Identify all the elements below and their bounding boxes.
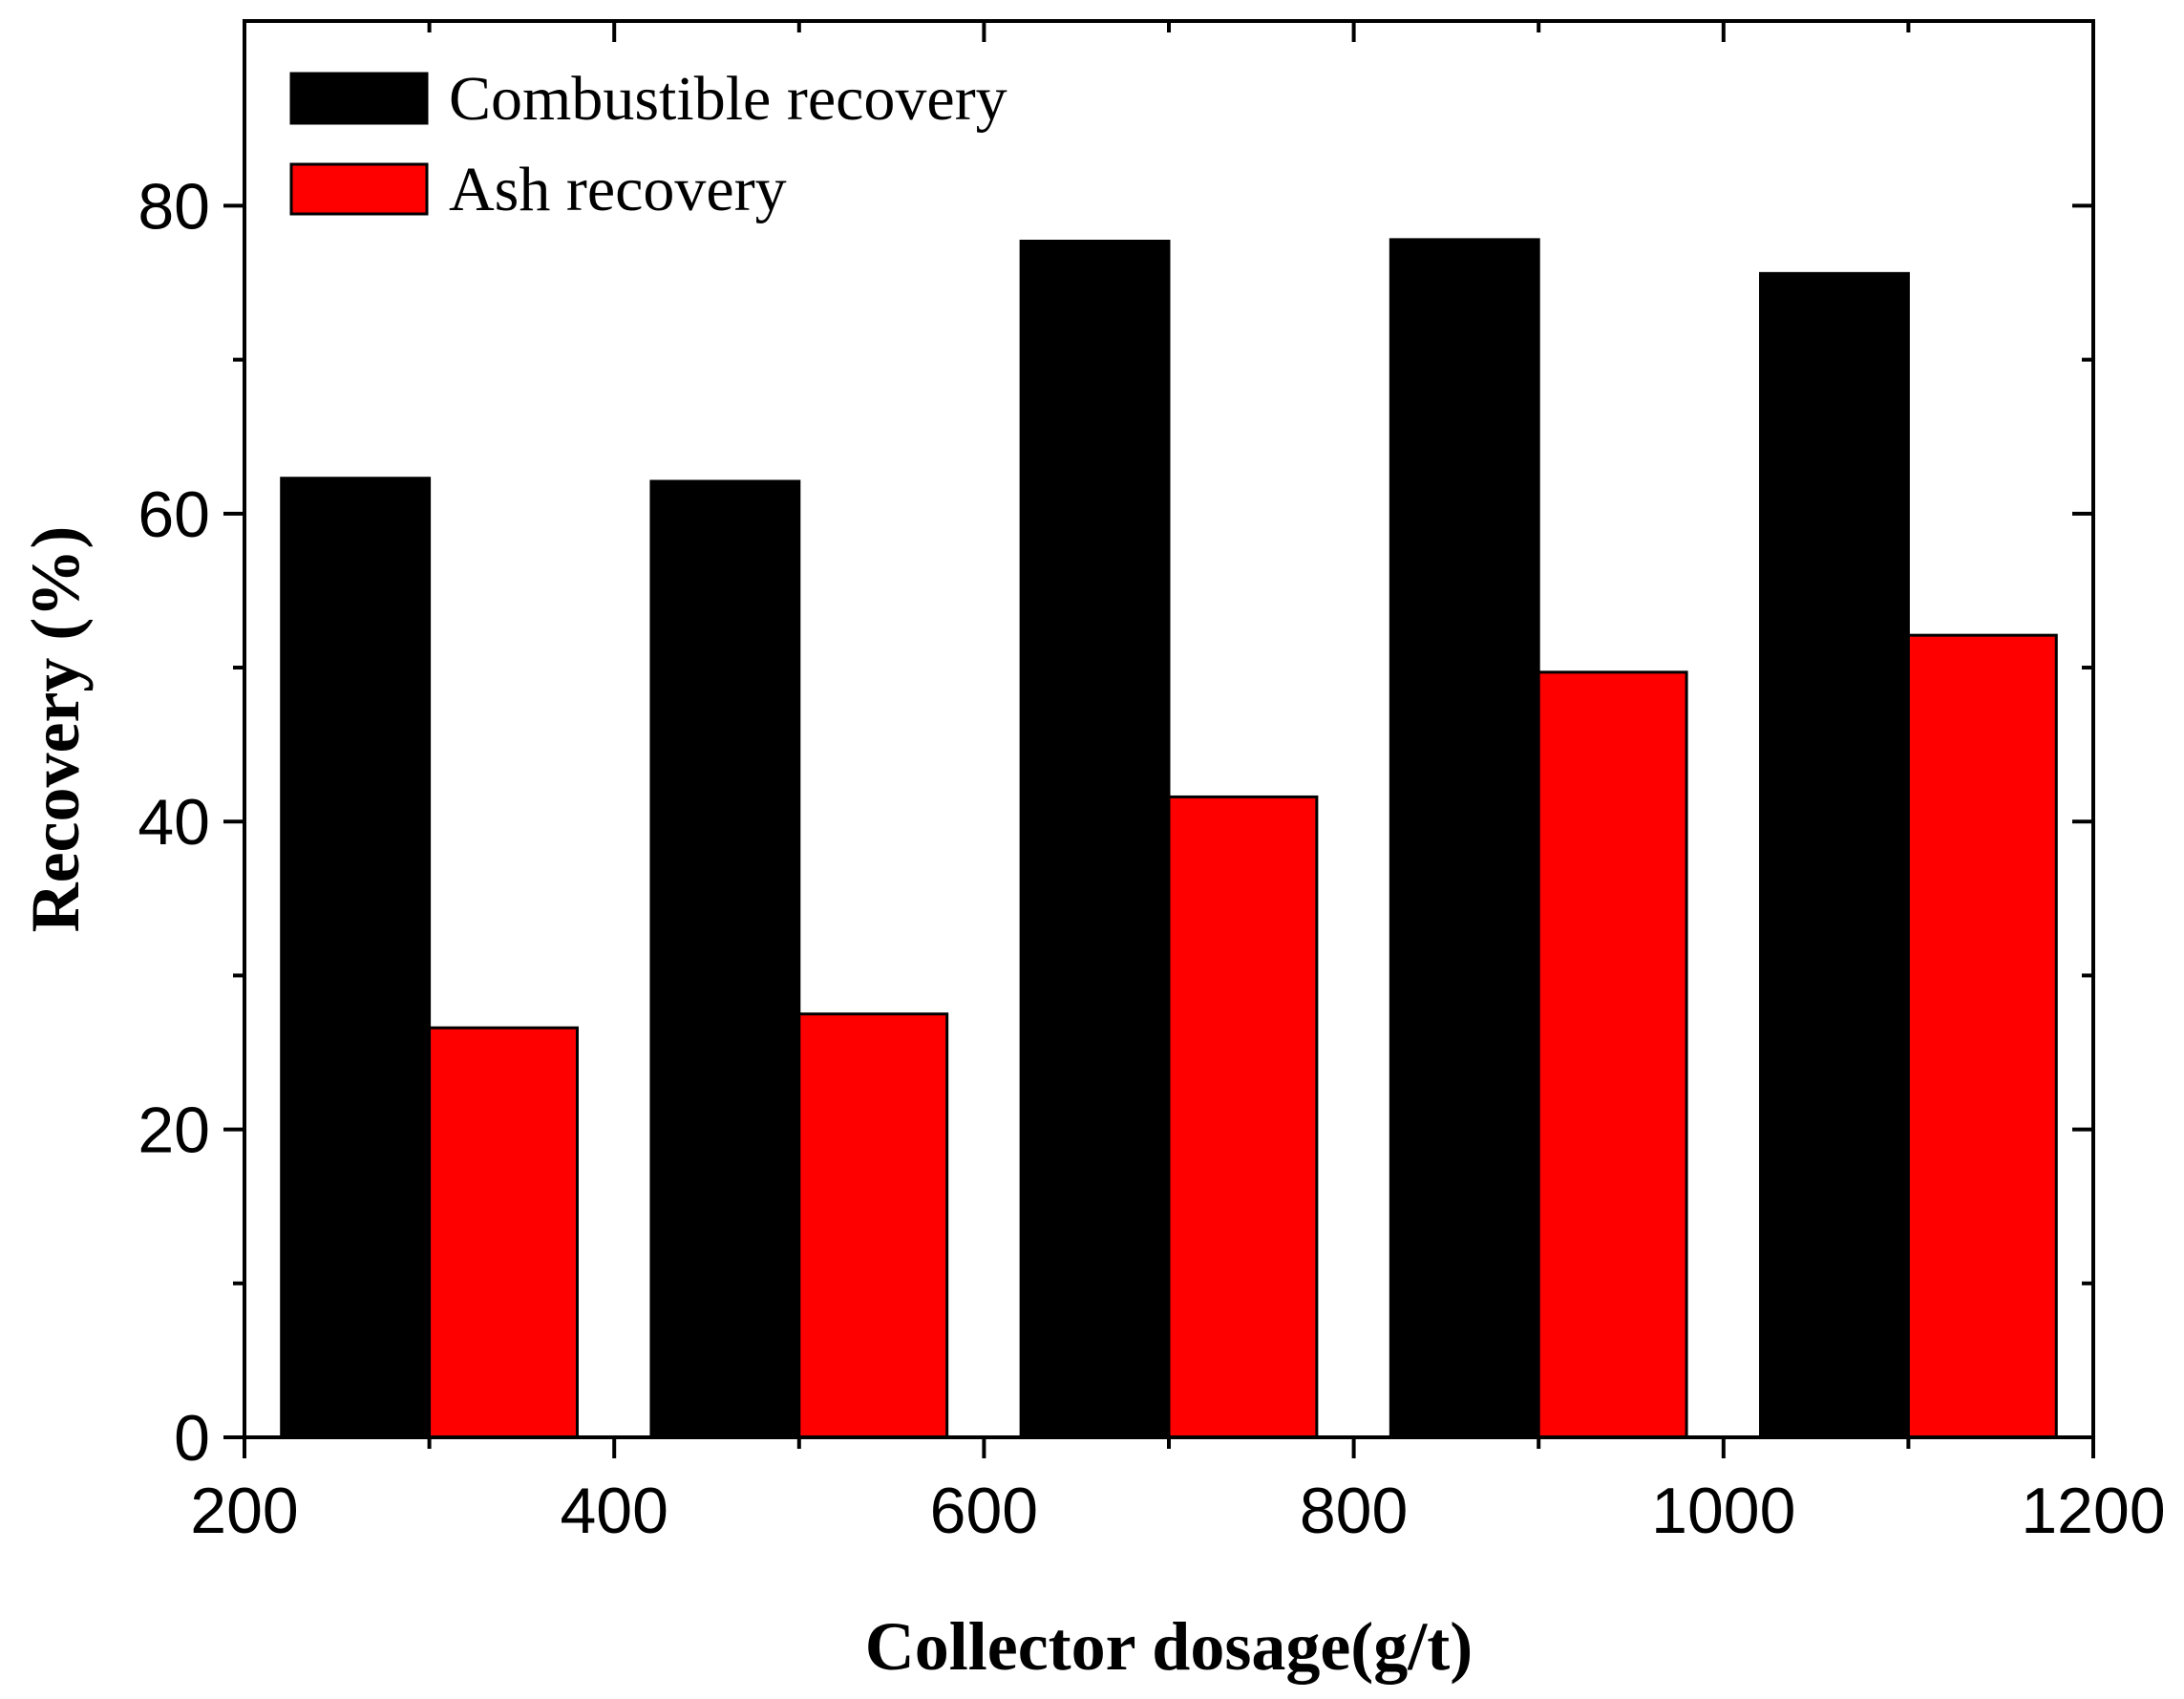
bar-ash-700	[1167, 795, 1319, 1439]
x-axis-label: Collector dosage(g/t)	[865, 1608, 1474, 1685]
x-tick-label: 1000	[1651, 1475, 1795, 1547]
legend: Combustible recovery Ash recovery	[289, 64, 1007, 224]
x-tick-label: 800	[1300, 1475, 1408, 1547]
legend-label-combustible: Combustible recovery	[449, 64, 1007, 134]
x-tick-label: 600	[930, 1475, 1038, 1547]
bar-ash-900	[1537, 670, 1688, 1439]
y-tick-label: 40	[138, 786, 210, 859]
bar-combustible-1100	[1759, 271, 1910, 1439]
bar-combustible-700	[1019, 240, 1171, 1439]
y-tick-label: 80	[138, 170, 210, 243]
y-axis-label: Recovery (%)	[17, 526, 94, 933]
bar-ash-300	[428, 1026, 579, 1439]
x-tick-label: 1200	[2021, 1475, 2165, 1547]
bar-combustible-500	[649, 479, 801, 1439]
plot-frame	[243, 19, 2095, 1439]
x-tick-label: 400	[560, 1475, 668, 1547]
legend-swatch-ash	[289, 162, 429, 216]
bar-ash-1100	[1906, 633, 2058, 1439]
x-tick-label: 200	[190, 1475, 298, 1547]
y-tick-label: 0	[174, 1402, 210, 1475]
y-tick-label: 20	[138, 1094, 210, 1167]
bars-group	[280, 238, 2058, 1439]
legend-swatch-combustible	[289, 72, 429, 125]
legend-label-ash: Ash recovery	[449, 155, 787, 224]
bar-ash-500	[797, 1012, 949, 1439]
ticks-group: 200 400 600 800 1000 1200 0 20 40 60 80	[138, 21, 2166, 1547]
y-tick-label: 60	[138, 478, 210, 551]
bar-combustible-300	[280, 477, 432, 1439]
bar-combustible-900	[1389, 238, 1540, 1439]
